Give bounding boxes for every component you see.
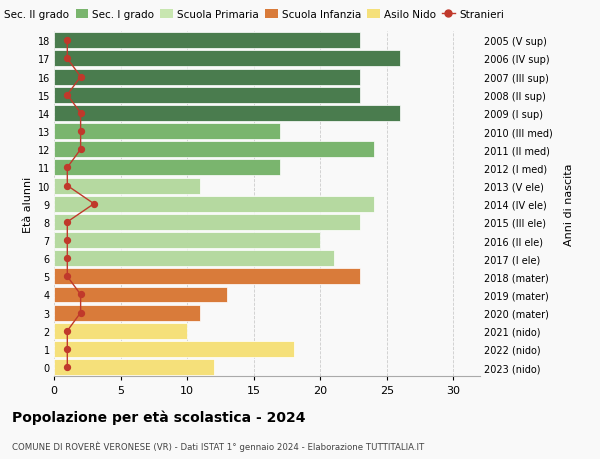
Point [62, 56, 72, 63]
Bar [54, 305, 200, 321]
Point [76, 291, 85, 298]
Bar [54, 341, 293, 357]
Bar [54, 106, 400, 122]
Bar [54, 233, 320, 248]
Point [89, 201, 99, 208]
Bar [54, 160, 280, 176]
Point [62, 38, 72, 45]
Text: Popolazione per età scolastica - 2024: Popolazione per età scolastica - 2024 [12, 410, 305, 425]
Point [62, 164, 72, 172]
Text: COMUNE DI ROVERÈ VERONESE (VR) - Dati ISTAT 1° gennaio 2024 - Elaborazione TUTTI: COMUNE DI ROVERÈ VERONESE (VR) - Dati IS… [12, 440, 424, 451]
Bar [54, 251, 334, 267]
Bar [54, 269, 360, 285]
Point [62, 327, 72, 335]
Legend: Sec. II grado, Sec. I grado, Scuola Primaria, Scuola Infanzia, Asilo Nido, Stran: Sec. II grado, Sec. I grado, Scuola Prim… [0, 10, 504, 20]
Point [76, 74, 85, 81]
Point [62, 364, 72, 371]
Bar [54, 51, 400, 67]
Point [62, 92, 72, 99]
Bar [54, 178, 200, 194]
Bar [54, 124, 280, 140]
Bar [54, 69, 360, 85]
Point [62, 183, 72, 190]
Bar [54, 142, 373, 158]
Bar [54, 323, 187, 339]
Point [62, 346, 72, 353]
Bar [54, 287, 227, 303]
Point [62, 255, 72, 262]
Bar [54, 196, 373, 212]
Point [62, 273, 72, 280]
Bar [54, 214, 360, 230]
Point [76, 110, 85, 118]
Y-axis label: Età alunni: Età alunni [23, 176, 33, 232]
Point [76, 128, 85, 135]
Y-axis label: Anni di nascita: Anni di nascita [564, 163, 574, 246]
Bar [54, 33, 360, 49]
Point [76, 146, 85, 154]
Bar [54, 88, 360, 104]
Point [62, 237, 72, 244]
Point [76, 309, 85, 317]
Point [62, 218, 72, 226]
Bar [54, 359, 214, 375]
